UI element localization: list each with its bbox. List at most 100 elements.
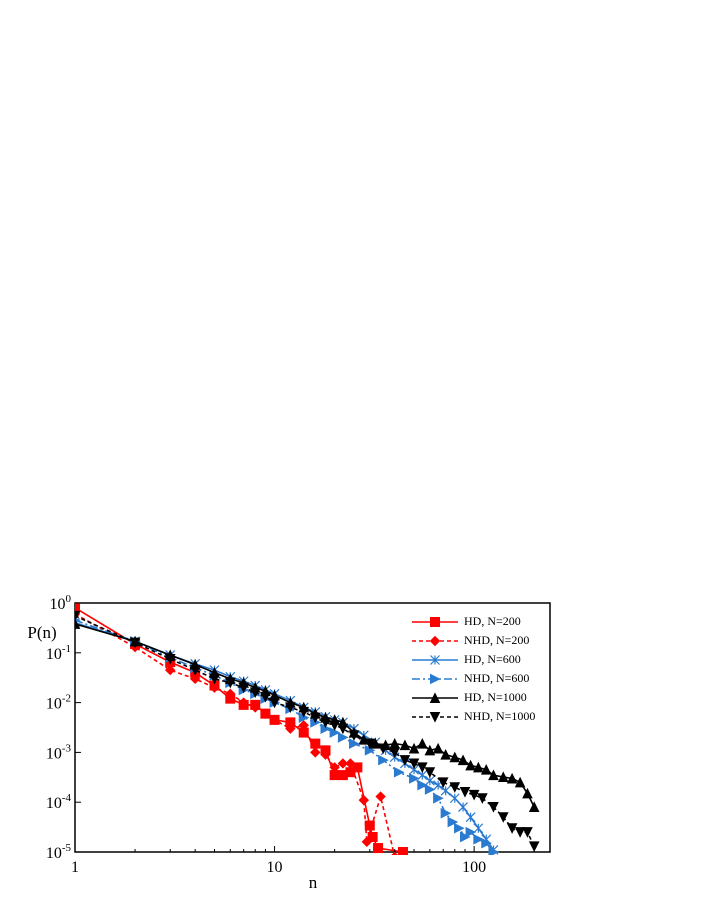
- point: [506, 823, 518, 834]
- point: [440, 785, 451, 796]
- point: [348, 738, 360, 749]
- point: [250, 702, 261, 713]
- x-tick-label: 100: [462, 859, 486, 876]
- point: [440, 749, 451, 760]
- point: [477, 793, 488, 804]
- point: [209, 682, 220, 693]
- point: [320, 717, 331, 729]
- y-tick-label: 10-3: [46, 742, 72, 762]
- x-tick-label: 10: [267, 859, 283, 876]
- point: [164, 654, 176, 665]
- point: [408, 742, 420, 754]
- point: [75, 602, 80, 613]
- point: [417, 779, 428, 791]
- point: [465, 759, 476, 771]
- point: [269, 697, 280, 709]
- point: [364, 820, 375, 831]
- point: [298, 706, 310, 718]
- point: [430, 673, 441, 685]
- point: [522, 787, 533, 799]
- point: [408, 758, 420, 770]
- point: [189, 673, 201, 685]
- point: [361, 836, 373, 848]
- point: [458, 802, 468, 812]
- point: [514, 827, 526, 838]
- point: [285, 702, 296, 714]
- point: [433, 792, 444, 804]
- point: [522, 827, 533, 838]
- point: [337, 758, 349, 769]
- point: [260, 708, 271, 719]
- point: [429, 635, 441, 647]
- plot-area: [75, 602, 540, 855]
- point: [129, 637, 141, 649]
- series-line: [75, 622, 495, 851]
- legend-label: HD, N=200: [464, 614, 521, 628]
- point: [310, 747, 321, 758]
- point: [391, 851, 399, 855]
- point: [465, 826, 477, 838]
- point: [481, 837, 492, 849]
- point: [429, 692, 441, 703]
- series-line: [75, 613, 396, 855]
- point: [497, 771, 509, 783]
- point: [209, 673, 220, 685]
- point: [473, 761, 484, 773]
- point: [269, 714, 280, 726]
- point: [417, 762, 428, 774]
- point: [393, 766, 405, 778]
- y-tick-label: 100: [50, 593, 72, 613]
- y-tick-label: 10-5: [46, 842, 72, 862]
- point: [488, 769, 499, 781]
- legend-label: HD, N=1000: [464, 690, 527, 704]
- point: [440, 807, 452, 819]
- point: [449, 751, 461, 763]
- point: [345, 758, 356, 769]
- point: [488, 846, 500, 855]
- point: [309, 712, 321, 724]
- point: [225, 688, 236, 700]
- point: [165, 664, 176, 676]
- y-tick-label: 10-4: [46, 792, 72, 812]
- point: [320, 749, 331, 760]
- point: [497, 812, 509, 823]
- point: [447, 816, 459, 828]
- point: [285, 723, 296, 734]
- point: [488, 802, 499, 813]
- point: [364, 738, 376, 750]
- point: [249, 687, 261, 699]
- point: [506, 772, 518, 784]
- point: [337, 732, 349, 743]
- point: [75, 610, 81, 622]
- point: [375, 791, 386, 802]
- point: [389, 747, 401, 759]
- point: [424, 784, 436, 795]
- point: [528, 801, 540, 813]
- point: [399, 739, 411, 751]
- point: [189, 665, 201, 676]
- point: [468, 789, 480, 801]
- point: [437, 777, 449, 789]
- point: [260, 691, 271, 703]
- point: [337, 723, 349, 735]
- point: [224, 677, 236, 689]
- legend-label: NHD, N=600: [464, 671, 529, 685]
- point: [459, 787, 471, 798]
- point: [358, 794, 370, 806]
- point: [329, 720, 340, 731]
- point: [238, 697, 249, 708]
- point: [238, 682, 249, 694]
- series-line: [75, 619, 495, 853]
- legend-label: HD, N=600: [464, 652, 521, 666]
- point: [454, 822, 465, 834]
- point: [298, 720, 309, 731]
- point: [352, 762, 363, 773]
- point: [373, 843, 384, 854]
- point: [480, 764, 492, 775]
- point: [397, 847, 408, 855]
- x-tick-label: 1: [71, 859, 79, 876]
- point: [465, 812, 476, 823]
- point: [459, 831, 471, 843]
- point: [449, 793, 460, 804]
